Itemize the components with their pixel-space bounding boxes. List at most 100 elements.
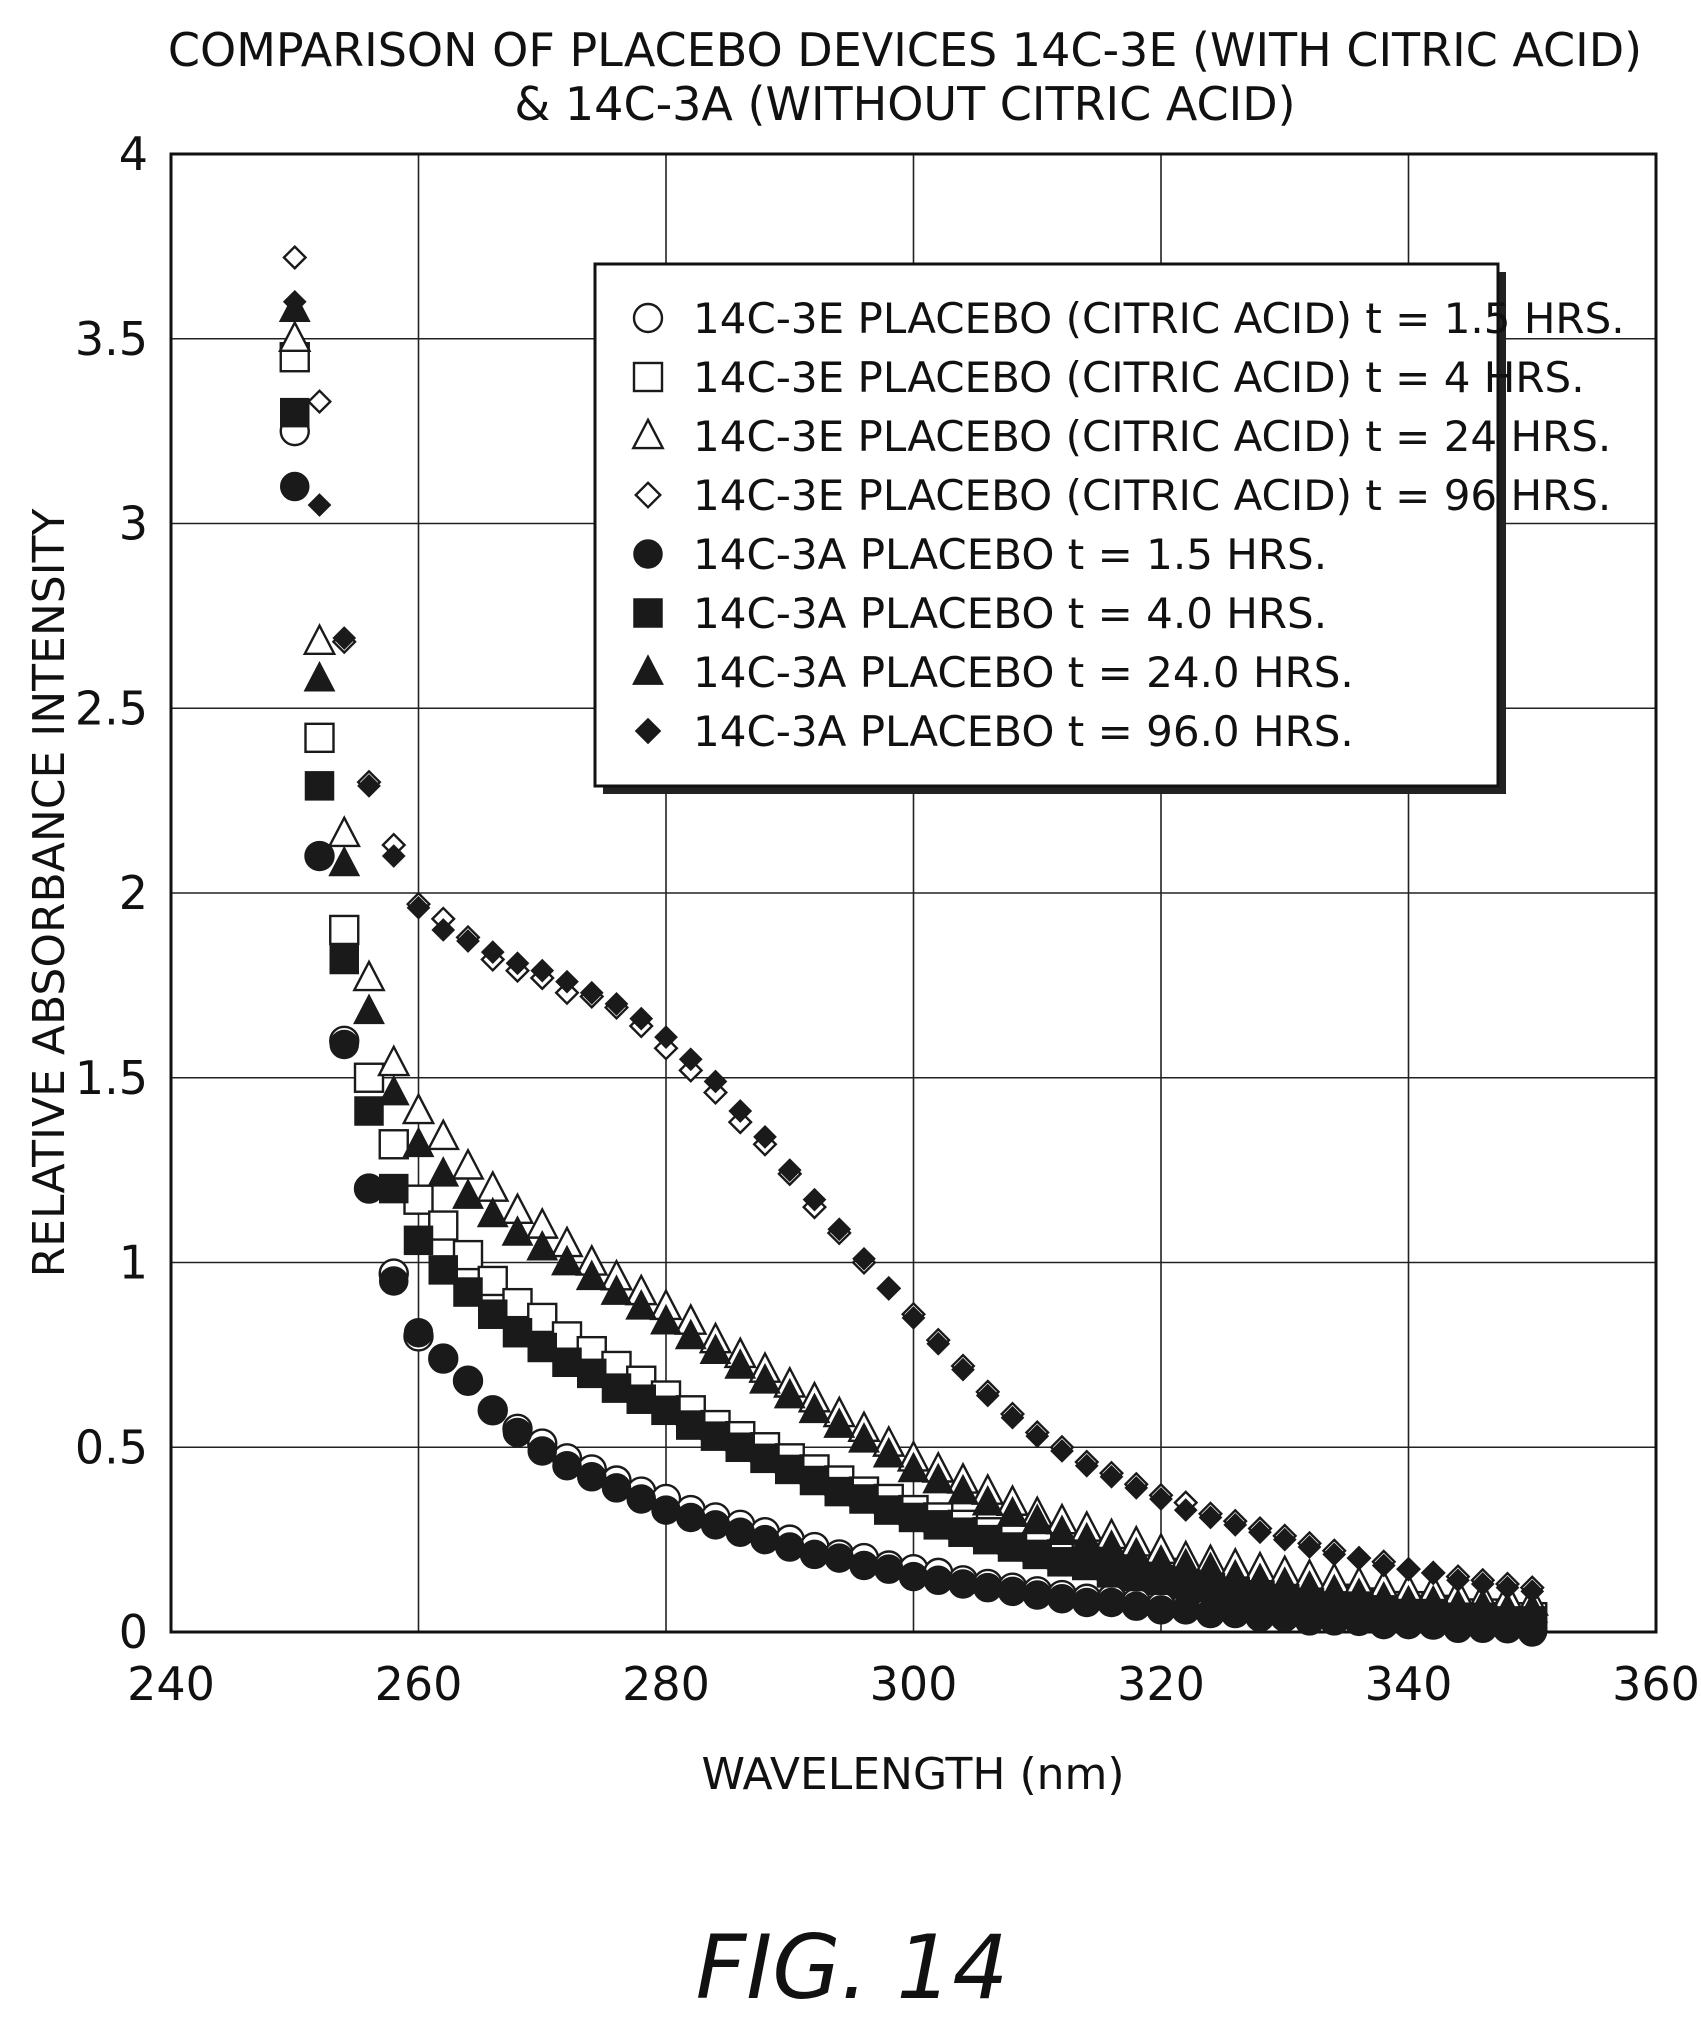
plot-frame xyxy=(169,152,1658,1634)
data-point xyxy=(280,397,310,428)
data-point xyxy=(1194,1551,1227,1583)
legend-label: 14C-3E PLACEBO (CITRIC ACID) t = 96 HRS. xyxy=(693,471,1611,520)
legend-marker xyxy=(634,481,662,509)
legend: 14C-3E PLACEBO (CITRIC ACID) t = 1.5 HRS… xyxy=(593,262,1625,794)
data-point xyxy=(328,845,361,877)
data-point xyxy=(527,1302,558,1334)
data-point xyxy=(278,320,312,353)
data-point xyxy=(329,1029,359,1060)
data-point xyxy=(304,722,335,754)
data-point xyxy=(431,918,456,942)
data-point xyxy=(1173,1498,1198,1522)
data-point xyxy=(452,1178,484,1209)
x-tick-label: 360 xyxy=(1612,1657,1700,1711)
legend-item: 14C-3E PLACEBO (CITRIC ACID) t = 96 HRS. xyxy=(634,471,1611,520)
legend-items: 14C-3E PLACEBO (CITRIC ACID) t = 1.5 HRS… xyxy=(631,294,1625,756)
data-point xyxy=(827,1217,852,1242)
data-point xyxy=(530,958,555,983)
data-point xyxy=(1021,1503,1054,1534)
data-point xyxy=(750,1443,780,1474)
x-tick-label: 280 xyxy=(622,1657,710,1711)
legend-label: 14C-3A PLACEBO t = 4.0 HRS. xyxy=(693,589,1327,638)
data-point xyxy=(848,1422,880,1453)
data-point xyxy=(996,1496,1029,1527)
y-tick-label: 0.5 xyxy=(75,1420,148,1474)
data-point xyxy=(1047,1583,1077,1614)
data-point xyxy=(775,1532,805,1562)
data-point xyxy=(1121,1591,1151,1621)
data-point xyxy=(403,1225,434,1256)
legend-label: 14C-3A PLACEBO t = 24.0 HRS. xyxy=(693,648,1354,697)
y-tick-label: 3.5 xyxy=(75,312,148,366)
figure-label: FIG. 14 xyxy=(696,1916,1009,2019)
data-point xyxy=(625,1289,658,1320)
data-point xyxy=(824,1543,854,1573)
data-point xyxy=(676,1410,706,1440)
data-point xyxy=(601,1473,632,1503)
data-point xyxy=(329,914,360,946)
data-point xyxy=(973,1572,1003,1603)
data-point xyxy=(798,1392,831,1424)
x-tick-label: 240 xyxy=(127,1657,215,1711)
data-point xyxy=(1272,1527,1297,1552)
data-point xyxy=(1248,1520,1272,1545)
data-point xyxy=(304,771,335,801)
legend-marker xyxy=(634,717,662,745)
data-point xyxy=(428,1210,459,1241)
x-tick-label: 260 xyxy=(375,1657,463,1711)
data-point xyxy=(654,1025,678,1049)
data-point xyxy=(874,1554,904,1584)
data-point xyxy=(403,1317,434,1348)
data-point xyxy=(651,1395,681,1426)
y-tick-label: 2 xyxy=(119,866,148,920)
legend-marker xyxy=(633,598,663,628)
data-point xyxy=(304,841,335,871)
data-point xyxy=(1322,1542,1347,1567)
data-point xyxy=(406,895,431,920)
data-point xyxy=(1146,1595,1176,1625)
data-point xyxy=(1096,1587,1127,1618)
x-tick-label: 340 xyxy=(1365,1657,1453,1711)
data-point xyxy=(948,1569,978,1599)
data-point xyxy=(1421,1561,1446,1585)
data-point xyxy=(951,1357,975,1382)
data-point xyxy=(1072,1550,1102,1581)
data-point xyxy=(552,1450,582,1481)
data-point xyxy=(307,493,332,517)
data-point xyxy=(601,1373,632,1403)
data-point xyxy=(402,1126,435,1158)
data-point xyxy=(352,959,386,992)
data-point xyxy=(1244,1562,1276,1594)
data-point xyxy=(307,389,332,415)
data-point xyxy=(1072,1587,1102,1618)
y-tick-label: 2.5 xyxy=(75,681,148,735)
data-point xyxy=(303,660,336,692)
data-point xyxy=(476,1196,509,1228)
x-axis-ticks: 240 260 280 300 320 340 360 xyxy=(127,1657,1700,1711)
x-tick-label: 320 xyxy=(1117,1657,1205,1711)
data-point xyxy=(332,626,357,650)
x-axis-label: WAVELENGTH (nm) xyxy=(701,1749,1124,1800)
data-point xyxy=(1343,1577,1375,1608)
legend-marker xyxy=(632,361,664,393)
data-point xyxy=(453,1277,483,1307)
data-point xyxy=(403,1184,434,1215)
data-point xyxy=(626,1384,656,1414)
data-point xyxy=(923,1565,953,1596)
data-point xyxy=(600,1274,633,1305)
data-point xyxy=(973,1524,1003,1555)
data-point xyxy=(749,1363,781,1394)
data-point xyxy=(753,1125,777,1149)
series-triangle-filled xyxy=(278,291,1549,1623)
data-point xyxy=(354,1173,384,1204)
data-point xyxy=(379,1173,409,1204)
data-point xyxy=(478,1299,508,1329)
legend-item: 14C-3A PLACEBO t = 24.0 HRS. xyxy=(632,648,1354,697)
data-point xyxy=(453,1365,483,1396)
data-point xyxy=(579,980,604,1005)
data-point xyxy=(678,1047,703,1072)
data-point xyxy=(897,1451,930,1483)
data-point xyxy=(898,1561,929,1592)
data-point xyxy=(1495,1575,1520,1600)
data-point xyxy=(823,1407,856,1438)
